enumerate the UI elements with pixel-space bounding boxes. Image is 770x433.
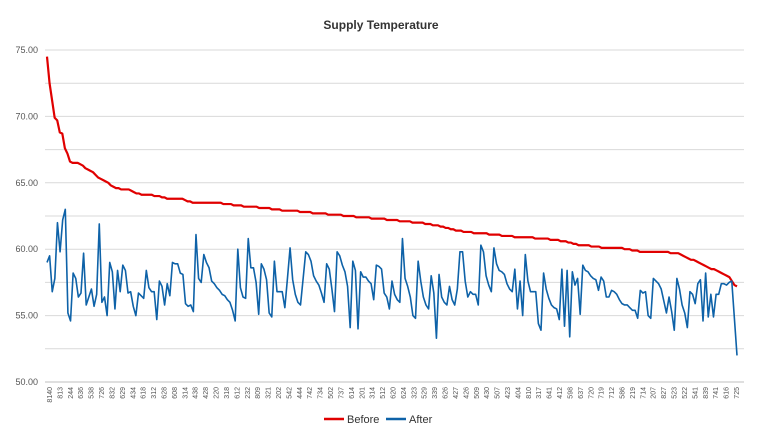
x-tick-label: 741: [713, 387, 720, 399]
x-tick-label: 318: [224, 387, 231, 399]
x-tick-label: 509: [474, 387, 481, 399]
x-tick-label: 321: [266, 387, 273, 399]
x-tick-label: 220: [214, 387, 221, 399]
x-tick-label: 404: [515, 387, 522, 399]
y-tick-label: 75.00: [15, 45, 38, 55]
y-tick-label: 50.00: [15, 377, 38, 387]
y-tick-label: 60.00: [15, 244, 38, 254]
x-tick-label: 502: [328, 387, 335, 399]
x-tick-label: 428: [203, 387, 210, 399]
x-tick-label: 616: [724, 387, 731, 399]
x-tick-label: 412: [557, 387, 564, 399]
x-tick-label: 827: [661, 387, 668, 399]
series-line-before: [45, 56, 738, 288]
x-tick-label: 314: [370, 387, 377, 399]
x-axis-tick-labels: 8140 813 244 636 538 726 832 629 434 618 312 628 608…: [47, 387, 741, 403]
legend-label-after: After: [409, 414, 433, 426]
series-lines: [45, 56, 738, 356]
x-tick-label: 624: [401, 387, 408, 399]
y-tick-label: 65.00: [15, 178, 38, 188]
y-axis-tick-labels: 50.00 55.00 60.00 65.00 70.00 75.00: [15, 45, 38, 387]
x-tick-label: 626: [443, 387, 450, 399]
x-tick-label: 725: [734, 387, 741, 399]
x-tick-label: 726: [99, 387, 106, 399]
x-tick-label: 207: [651, 387, 658, 399]
x-tick-label: 426: [463, 387, 470, 399]
x-tick-label: 507: [495, 387, 502, 399]
x-tick-label: 244: [68, 387, 75, 399]
x-tick-label: 586: [620, 387, 627, 399]
x-tick-label: 809: [255, 387, 262, 399]
x-tick-label: 232: [245, 387, 252, 399]
x-tick-label: 427: [453, 387, 460, 399]
x-tick-label: 541: [692, 387, 699, 399]
x-tick-label: 444: [297, 387, 304, 399]
x-tick-label: 538: [89, 387, 96, 399]
x-tick-label: 719: [599, 387, 606, 399]
chart-title: Supply Temperature: [323, 18, 438, 32]
x-tick-label: 620: [391, 387, 398, 399]
legend: Before After: [324, 414, 433, 426]
x-tick-label: 423: [505, 387, 512, 399]
legend-label-before: Before: [347, 414, 379, 426]
x-tick-label: 317: [536, 387, 543, 399]
x-tick-label: 720: [588, 387, 595, 399]
x-tick-label: 522: [682, 387, 689, 399]
y-tick-label: 70.00: [15, 111, 38, 121]
x-tick-label: 810: [526, 387, 533, 399]
x-tick-label: 637: [578, 387, 585, 399]
x-tick-label: 434: [130, 387, 137, 399]
x-tick-label: 737: [339, 387, 346, 399]
x-tick-label: 202: [276, 387, 283, 399]
x-tick-label: 813: [57, 387, 64, 399]
x-tick-label: 636: [78, 387, 85, 399]
x-tick-label: 712: [609, 387, 616, 399]
x-tick-label: 629: [120, 387, 127, 399]
x-tick-label: 512: [380, 387, 387, 399]
x-tick-label: 839: [703, 387, 710, 399]
x-tick-label: 832: [110, 387, 117, 399]
x-tick-label: 523: [672, 387, 679, 399]
x-tick-label: 618: [141, 387, 148, 399]
x-tick-label: 542: [286, 387, 293, 399]
x-tick-label: 612: [234, 387, 241, 399]
x-tick-label: 714: [640, 387, 647, 399]
x-tick-label: 641: [547, 387, 554, 399]
x-tick-label: 8140: [47, 387, 54, 403]
x-tick-label: 430: [484, 387, 491, 399]
series-line-after: [46, 208, 738, 356]
x-tick-label: 742: [307, 387, 314, 399]
gridlines: [45, 49, 744, 383]
x-tick-label: 312: [151, 387, 158, 399]
y-tick-label: 55.00: [15, 311, 38, 321]
x-tick-label: 614: [349, 387, 356, 399]
x-tick-label: 201: [359, 387, 366, 399]
x-tick-label: 323: [411, 387, 418, 399]
x-tick-label: 219: [630, 387, 637, 399]
x-tick-label: 598: [568, 387, 575, 399]
x-tick-label: 529: [422, 387, 429, 399]
x-tick-label: 608: [172, 387, 179, 399]
x-tick-label: 734: [318, 387, 325, 399]
x-tick-label: 628: [162, 387, 169, 399]
x-tick-label: 314: [182, 387, 189, 399]
x-tick-label: 438: [193, 387, 200, 399]
x-tick-label: 339: [432, 387, 439, 399]
